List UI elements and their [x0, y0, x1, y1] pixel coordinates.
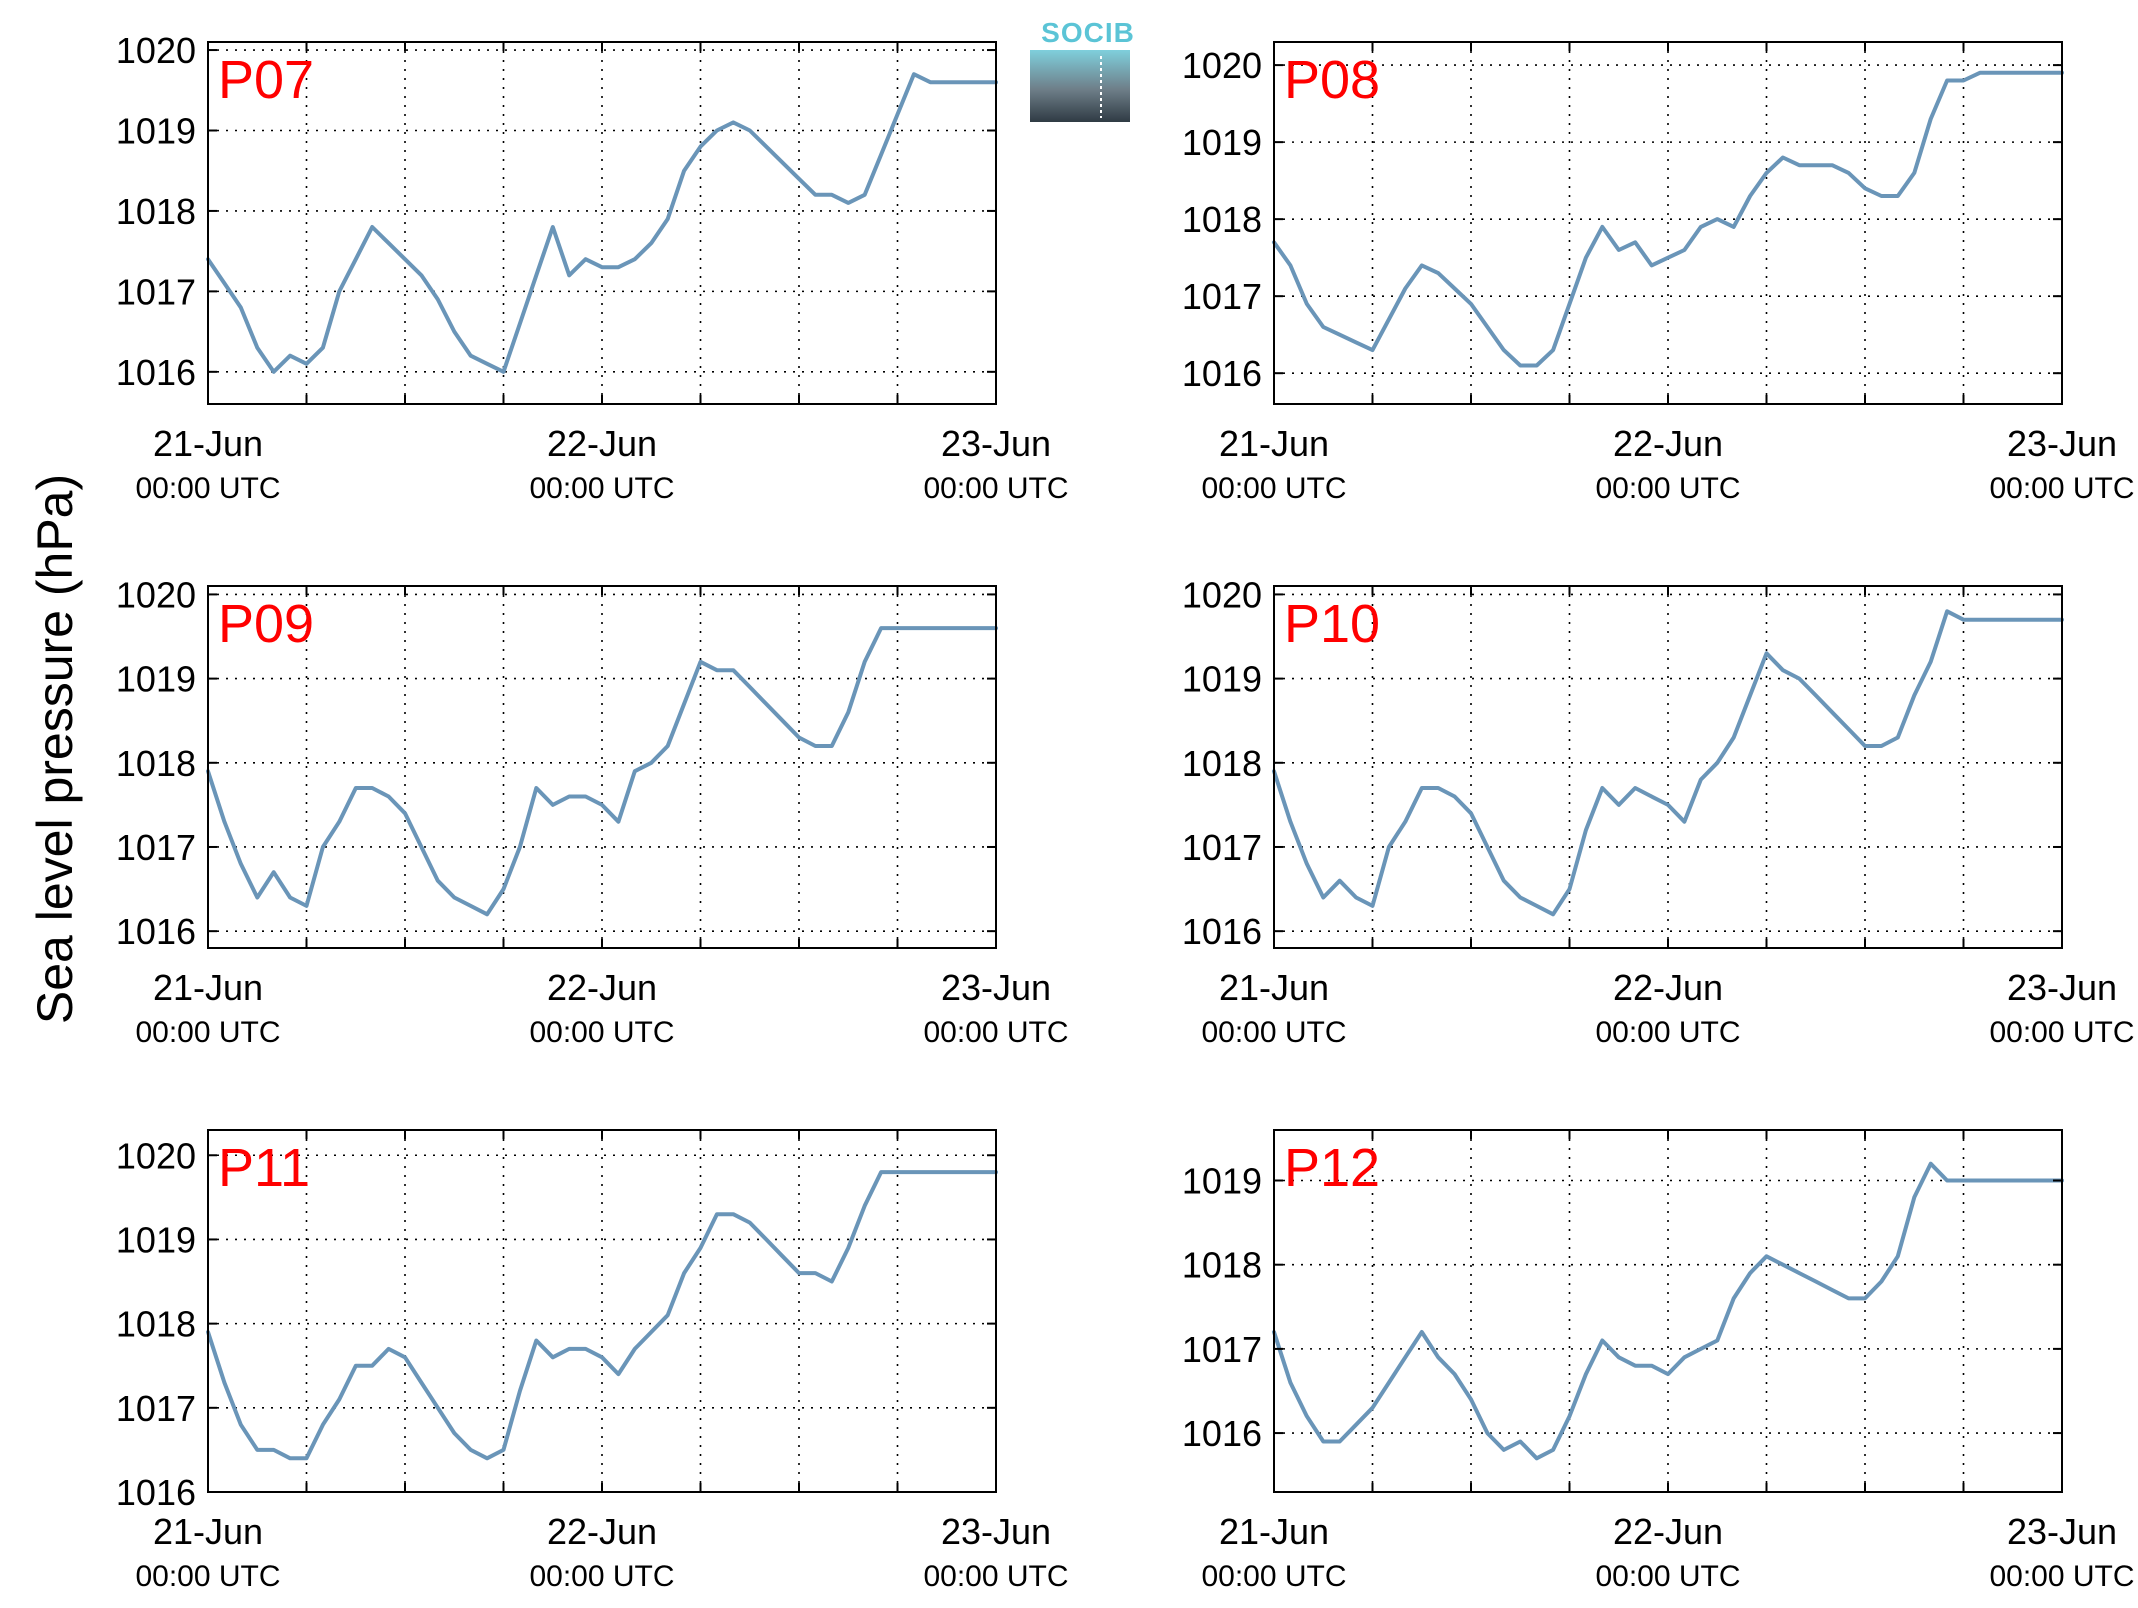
y-tick-label: 1020	[116, 1135, 196, 1176]
y-tick-label: 1020	[1182, 45, 1262, 86]
x-tick-label: 23-Jun	[941, 967, 1051, 1008]
x-tick-sublabel: 00:00 UTC	[1201, 472, 1346, 505]
y-tick-label: 1018	[1182, 199, 1262, 240]
panel-label: P11	[218, 1138, 310, 1198]
series-line-p12	[1272, 1161, 2064, 1461]
y-tick-label: 1017	[1182, 276, 1262, 317]
x-tick-sublabel: 00:00 UTC	[135, 472, 280, 505]
x-tick-sublabel: 00:00 UTC	[1989, 472, 2134, 505]
x-tick-sublabel: 00:00 UTC	[1201, 1016, 1346, 1049]
socib-logo-mark	[1030, 50, 1130, 122]
panel-label: P09	[218, 594, 314, 654]
y-tick-label: 1016	[1182, 353, 1262, 394]
series-line-p08	[1272, 70, 2064, 368]
y-tick-label: 1017	[1182, 1329, 1262, 1370]
y-tick-label: 1016	[116, 911, 196, 952]
series-line-p10	[1272, 609, 2064, 917]
y-tick-label: 1019	[116, 110, 196, 151]
x-tick-label: 21-Jun	[1219, 967, 1329, 1008]
y-tick-label: 1017	[116, 1388, 196, 1429]
y-tick-label: 1018	[116, 743, 196, 784]
x-tick-sublabel: 00:00 UTC	[529, 1560, 674, 1593]
chart-panel-p07: 1016 1017 1018 1019 1020 21-Jun 00:00 UTC 22-Ju…	[116, 30, 1069, 505]
y-tick-label: 1017	[116, 271, 196, 312]
x-tick-label: 23-Jun	[2007, 1511, 2117, 1552]
x-tick-label: 23-Jun	[2007, 967, 2117, 1008]
y-tick-label: 1016	[1182, 911, 1262, 952]
chart-panel-p09: 1016 1017 1018 1019 1020 21-Jun 00:00 UTC 22-Ju…	[116, 574, 1069, 1049]
x-tick-label: 23-Jun	[941, 423, 1051, 464]
x-tick-sublabel: 00:00 UTC	[923, 472, 1068, 505]
y-tick-label: 1019	[1182, 659, 1262, 700]
x-tick-sublabel: 00:00 UTC	[1595, 1560, 1740, 1593]
y-tick-label: 1016	[116, 352, 196, 393]
series-line-p11	[206, 1170, 998, 1461]
y-tick-label: 1020	[1182, 574, 1262, 615]
x-tick-label: 21-Jun	[153, 967, 263, 1008]
chart-panel-p12: 1016 1017 1018 1019 21-Jun 00:00 UTC 22-Jun 00:…	[1182, 1129, 2135, 1593]
y-tick-label: 1019	[116, 1219, 196, 1260]
y-tick-label: 1019	[1182, 1161, 1262, 1202]
x-tick-sublabel: 00:00 UTC	[1989, 1016, 2134, 1049]
x-tick-sublabel: 00:00 UTC	[529, 1016, 674, 1049]
panel-label: P10	[1284, 594, 1380, 654]
panel-label: P12	[1284, 1138, 1380, 1198]
socib-logo: SOCIB	[1030, 17, 1135, 122]
chart-panel-p10: 1016 1017 1018 1019 1020 21-Jun 00:00 UTC 22-Ju…	[1182, 574, 2135, 1049]
y-tick-label: 1019	[116, 659, 196, 700]
panels: 1016 1017 1018 1019 1020 21-Jun 00:00 UTC 22-Ju…	[116, 30, 2135, 1593]
x-tick-sublabel: 00:00 UTC	[923, 1016, 1068, 1049]
x-tick-sublabel: 00:00 UTC	[1595, 1016, 1740, 1049]
panel-label: P07	[218, 50, 314, 110]
x-tick-sublabel: 00:00 UTC	[529, 472, 674, 505]
x-tick-label: 21-Jun	[153, 1511, 263, 1552]
chart-panel-p11: 1016 1017 1018 1019 1020 21-Jun 00:00 UTC 22-Ju…	[116, 1129, 1069, 1593]
y-tick-label: 1017	[116, 827, 196, 868]
y-tick-label: 1018	[1182, 743, 1262, 784]
x-tick-label: 23-Jun	[2007, 423, 2117, 464]
x-tick-label: 21-Jun	[153, 423, 263, 464]
x-tick-label: 23-Jun	[941, 1511, 1051, 1552]
y-tick-label: 1016	[116, 1472, 196, 1513]
x-tick-sublabel: 00:00 UTC	[1595, 472, 1740, 505]
y-tick-label: 1016	[1182, 1413, 1262, 1454]
x-tick-label: 22-Jun	[547, 1511, 657, 1552]
panel-label: P08	[1284, 50, 1380, 110]
y-tick-label: 1018	[1182, 1245, 1262, 1286]
y-axis-label: Sea level pressure (hPa)	[27, 474, 83, 1024]
x-tick-label: 22-Jun	[547, 423, 657, 464]
x-tick-sublabel: 00:00 UTC	[135, 1016, 280, 1049]
x-tick-label: 22-Jun	[1613, 423, 1723, 464]
y-tick-label: 1019	[1182, 122, 1262, 163]
y-tick-label: 1018	[116, 191, 196, 232]
x-tick-label: 22-Jun	[547, 967, 657, 1008]
x-tick-sublabel: 00:00 UTC	[1201, 1560, 1346, 1593]
series-line-p07	[206, 72, 998, 374]
x-tick-label: 22-Jun	[1613, 1511, 1723, 1552]
x-tick-label: 21-Jun	[1219, 423, 1329, 464]
series-line-p09	[206, 626, 998, 917]
x-tick-sublabel: 00:00 UTC	[923, 1560, 1068, 1593]
x-tick-label: 22-Jun	[1613, 967, 1723, 1008]
x-tick-sublabel: 00:00 UTC	[135, 1560, 280, 1593]
socib-logo-text: SOCIB	[1041, 17, 1135, 48]
x-tick-sublabel: 00:00 UTC	[1989, 1560, 2134, 1593]
y-tick-label: 1020	[116, 574, 196, 615]
x-tick-label: 21-Jun	[1219, 1511, 1329, 1552]
y-tick-label: 1018	[116, 1304, 196, 1345]
y-tick-label: 1020	[116, 30, 196, 71]
y-tick-label: 1017	[1182, 827, 1262, 868]
chart-panel-p08: 1016 1017 1018 1019 1020 21-Jun 00:00 UTC 22-Ju…	[1182, 41, 2135, 505]
